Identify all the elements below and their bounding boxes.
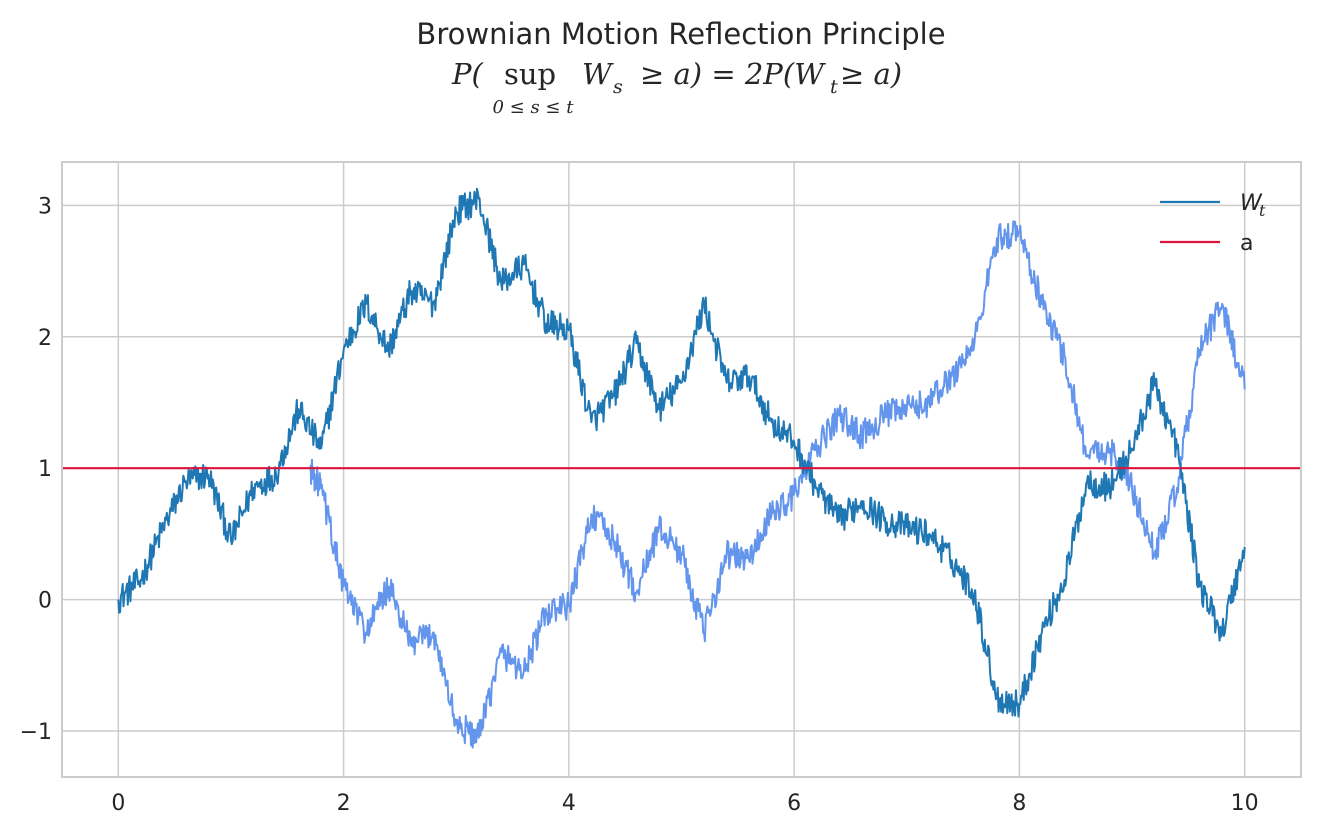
chart-subtitle: P( sup 0 ≤ s ≤ t W s ≥ a) = 2P(W t ≥ a)	[451, 57, 902, 118]
gridlines	[62, 162, 1301, 777]
x-tick-label: 6	[787, 791, 801, 816]
y-tick-label: 2	[38, 326, 52, 351]
x-tick-label: 2	[337, 791, 351, 816]
y-tick-label: 3	[38, 194, 52, 219]
series-line-w	[117, 187, 1246, 718]
x-tick-label: 0	[111, 791, 125, 816]
x-tick-label: 8	[1012, 791, 1026, 816]
series-line-reflected	[309, 220, 1246, 749]
y-tick-label: 0	[38, 589, 52, 614]
legend-label-w: W	[1240, 191, 1263, 216]
subtitle-w: W	[582, 57, 614, 91]
subtitle-sup: sup	[504, 57, 556, 91]
subtitle-sup-range: 0 ≤ s ≤ t	[493, 97, 575, 118]
subtitle-rhs: ≥ a) = 2P(W	[640, 57, 826, 91]
y-tick-label: 1	[38, 457, 52, 482]
y-tick-label: −1	[20, 720, 52, 745]
series-layer	[117, 187, 1246, 749]
subtitle-tail: ≥ a)	[840, 57, 902, 91]
axes-frame	[61, 161, 1302, 778]
legend-label-a: a	[1240, 231, 1253, 256]
subtitle-p: P(	[451, 57, 484, 91]
x-tick-label: 10	[1231, 791, 1259, 816]
subtitle-w-sub: s	[613, 76, 623, 98]
legend-label-w-sub: t	[1259, 201, 1266, 220]
plot-area: 0 2 4 6 8 10 −1 0 1 2 3	[20, 161, 1302, 816]
chart-title: Brownian Motion Reflection Principle	[416, 17, 945, 51]
y-tick-labels: −1 0 1 2 3	[20, 194, 52, 745]
x-tick-labels: 0 2 4 6 8 10	[111, 791, 1258, 816]
legend: W t a	[1160, 191, 1266, 256]
subtitle-rhs-sub: t	[830, 76, 838, 98]
x-tick-label: 4	[562, 791, 576, 816]
